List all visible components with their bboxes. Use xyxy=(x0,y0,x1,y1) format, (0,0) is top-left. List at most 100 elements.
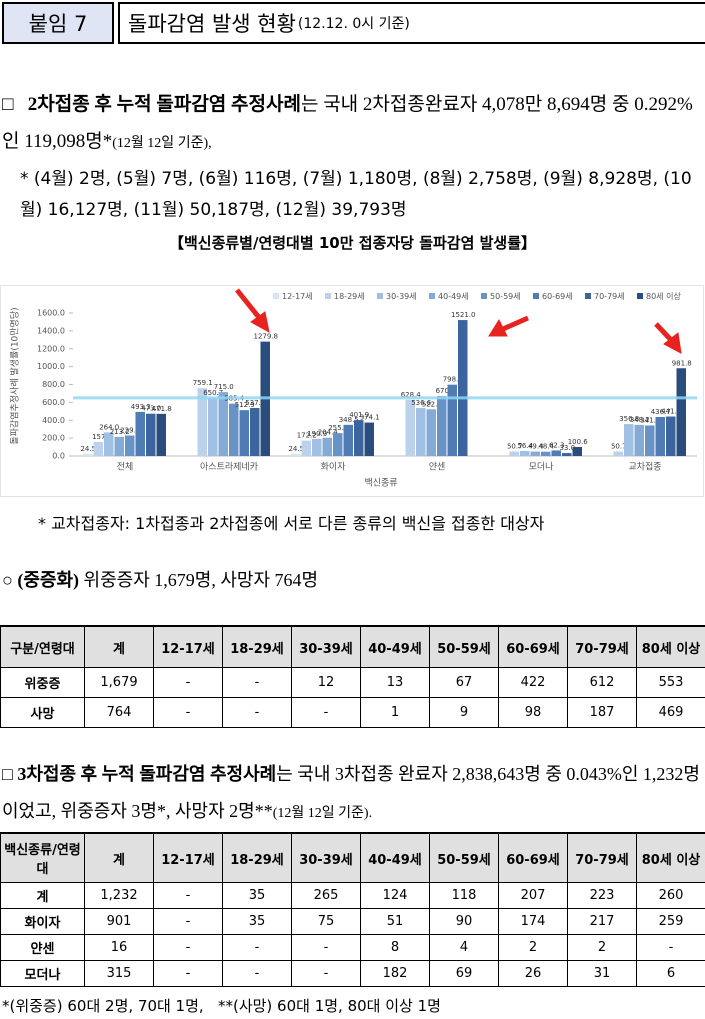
header-cell: 백신종류/연령대 xyxy=(0,832,85,883)
section3-text: 는 국내 3차접종 완료자 2,838,643명 중 0.043%인 1,232… xyxy=(2,764,700,821)
cell: 553 xyxy=(636,667,705,698)
bar xyxy=(655,416,665,456)
data-label: 24.5 xyxy=(288,445,304,453)
bar xyxy=(208,397,218,456)
cell: 174 xyxy=(498,908,568,935)
data-label: 204.4 xyxy=(318,429,339,437)
cell: 사망 xyxy=(0,697,85,728)
bar xyxy=(301,440,311,456)
data-label: 512.9 xyxy=(235,401,255,409)
data-label: 50.7 xyxy=(611,442,627,450)
legend-label: 60-69세 xyxy=(542,292,573,301)
bar xyxy=(634,424,644,456)
bar xyxy=(291,453,301,456)
cell: - xyxy=(153,960,223,987)
cell: 118 xyxy=(429,882,499,909)
cell: - xyxy=(153,667,223,698)
section2-paragraph: ○ (중증화) 위중증자 1,679명, 사망자 764명 xyxy=(2,562,705,599)
bar xyxy=(666,416,676,456)
cell: - xyxy=(153,908,223,935)
x-tick-label: 전체 xyxy=(117,462,134,473)
chart-caption: 【백신종류별/연령대별 10만 접종자당 돌파감염 발생률】 xyxy=(168,234,537,252)
section2-text: 위중증자 1,679명, 사망자 764명 xyxy=(83,570,319,590)
legend-swatch xyxy=(377,293,383,299)
bar xyxy=(613,451,623,456)
legend-swatch xyxy=(325,293,331,299)
bar xyxy=(135,411,145,456)
data-label: 50.7 xyxy=(507,442,523,450)
data-label: 493.3 xyxy=(131,403,151,411)
cell: 8 xyxy=(360,934,430,961)
cell: 612 xyxy=(567,667,637,698)
cell: 315 xyxy=(84,960,154,987)
cell: 2 xyxy=(567,934,637,961)
bar xyxy=(114,436,124,456)
bar xyxy=(645,425,655,456)
bar xyxy=(218,392,228,456)
cell: 265 xyxy=(291,882,361,909)
header-cell: 50-59세 xyxy=(429,625,499,668)
table-booster: 백신종류/연령대 계 12-17세 18-29세 30-39세 40-49세 50-59세 6… xyxy=(0,832,705,987)
cell: 얀센 xyxy=(0,934,85,961)
header-cell: 18-29세 xyxy=(222,625,292,668)
legend-swatch xyxy=(585,293,591,299)
cell: 위중증 xyxy=(0,667,85,698)
bar xyxy=(83,453,93,456)
header-cell: 12-17세 xyxy=(153,625,223,668)
section3-paragraph: □ 3차접종 후 누적 돌파감염 추정사례는 국내 3차접종 완료자 2,838… xyxy=(2,756,705,832)
arrow xyxy=(235,288,263,322)
legend-label: 70-79세 xyxy=(594,292,625,301)
bar xyxy=(364,422,374,456)
section3-note: (12월 12일 기준). xyxy=(272,806,373,821)
x-tick-label: 모더나 xyxy=(529,462,554,473)
legend-swatch xyxy=(273,293,279,299)
header-cell: 70-79세 xyxy=(567,625,637,668)
row: 사망 764- - -1 9 98 187 469 xyxy=(0,697,705,728)
bar xyxy=(405,399,415,456)
cell: - xyxy=(153,697,223,728)
header-title-box: 돌파감염 발생 현황 (12.12. 0시 기준) xyxy=(118,2,705,44)
legend-label: 50-59세 xyxy=(490,292,521,301)
data-label: 255.9 xyxy=(328,424,348,432)
bar xyxy=(624,424,634,456)
bar xyxy=(354,420,364,456)
cell: 1,232 xyxy=(84,882,154,909)
data-label: 374.1 xyxy=(360,414,380,422)
row: 위중증 1,679- -12 13 67 422 612 553 xyxy=(0,667,705,698)
cell: 모더나 xyxy=(0,960,85,987)
cell: 259 xyxy=(636,908,705,935)
data-label: 1521.0 xyxy=(451,311,476,319)
section1-lead: 2차접종 후 누적 돌파감염 추정사례 xyxy=(27,94,301,115)
header-cell: 계 xyxy=(84,832,154,883)
data-label: 264.0 xyxy=(99,423,119,431)
bar xyxy=(322,437,332,456)
header-cell: 50-59세 xyxy=(429,832,499,883)
legend-swatch xyxy=(533,293,539,299)
data-label: 537.2 xyxy=(245,399,265,407)
cell: 화이자 xyxy=(0,908,85,935)
data-label: 401.9 xyxy=(349,411,369,419)
bullet: □ xyxy=(2,94,14,115)
header-title-note: (12.12. 0시 기준) xyxy=(297,16,410,32)
cell: 217 xyxy=(567,908,637,935)
data-label: 33.0 xyxy=(559,444,575,452)
header-row: 백신종류/연령대 계 12-17세 18-29세 30-39세 40-49세 50-59세 6… xyxy=(0,832,705,883)
row: 모더나 315- - -182 69 26 31 6 xyxy=(0,960,705,987)
header-cell: 80세 이상 xyxy=(636,832,705,883)
cell: - xyxy=(291,960,361,987)
cell: 16 xyxy=(84,934,154,961)
cell: - xyxy=(291,697,361,728)
cell: 12 xyxy=(291,667,361,698)
cell: 계 xyxy=(0,882,85,909)
cell: - xyxy=(636,934,705,961)
bar xyxy=(312,438,322,456)
data-label: 24.5 xyxy=(80,445,96,453)
y-tick-label: 600.0 xyxy=(42,398,65,407)
bar xyxy=(458,320,468,456)
cell: 90 xyxy=(429,908,499,935)
cell: 901 xyxy=(84,908,154,935)
cell: 1 xyxy=(360,697,430,728)
bar xyxy=(250,407,260,456)
data-label: 628.4 xyxy=(401,391,422,399)
bar xyxy=(239,410,249,456)
